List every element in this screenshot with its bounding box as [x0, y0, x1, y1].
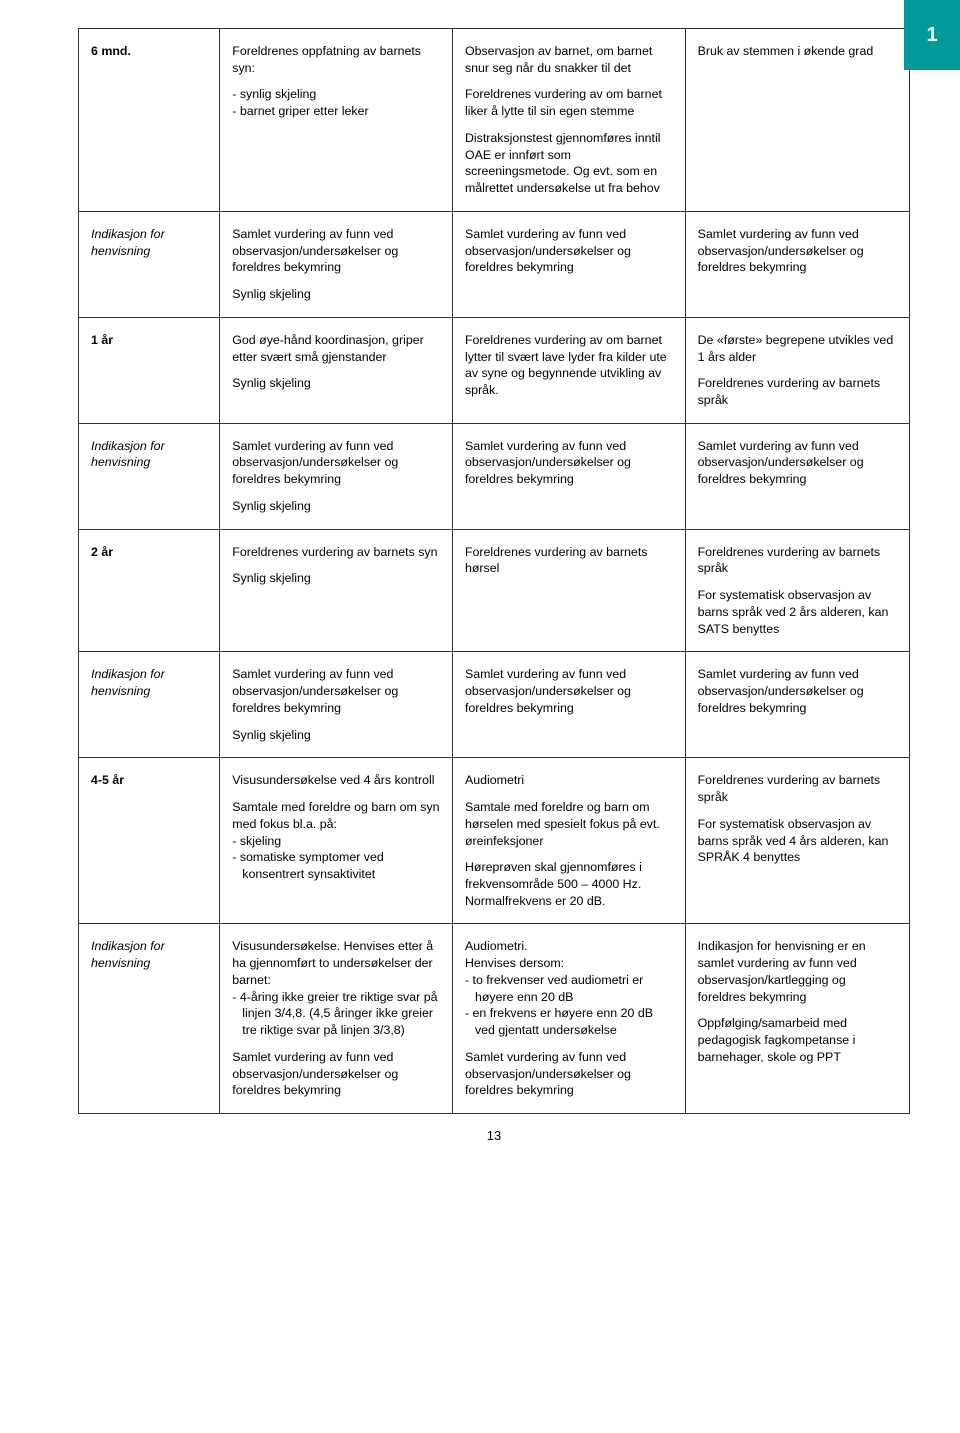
cell: Foreldrenes vurdering av om barnet lytte… [452, 317, 685, 423]
list: to frekvenser ved audiometri er høyere e… [465, 972, 673, 1039]
table-row: Indikasjon for henvisning Visusundersøke… [79, 924, 910, 1114]
cell: Samlet vurdering av funn ved observasjon… [685, 211, 909, 317]
text: Observasjon av barnet, om barnet snur se… [465, 43, 673, 76]
text: Foreldrenes oppfatning av barnets syn: [232, 43, 440, 76]
cell: Visusundersøkelse. Henvises etter å ha g… [220, 924, 453, 1114]
text: Samlet vurdering av funn ved observasjon… [465, 1049, 673, 1099]
table-row: 2 år Foreldrenes vurdering av barnets sy… [79, 529, 910, 652]
indication-label: Indikasjon for henvisning [79, 423, 220, 529]
cell: Samlet vurdering av funn ved observasjon… [685, 652, 909, 758]
text: Foreldrenes vurdering av barnets språk [698, 544, 897, 577]
table-row: Indikasjon for henvisning Samlet vurderi… [79, 423, 910, 529]
cell: Samlet vurdering av funn ved observasjon… [220, 423, 453, 529]
text: Oppfølging/samarbeid med pedagogisk fagk… [698, 1015, 897, 1065]
text: Bruk av stemmen i økende grad [698, 43, 897, 60]
cell: Bruk av stemmen i økende grad [685, 29, 909, 212]
cell: God øye-hånd koordinasjon, griper etter … [220, 317, 453, 423]
cell: Indikasjon for henvisning er en samlet v… [685, 924, 909, 1114]
table-row: Indikasjon for henvisning Samlet vurderi… [79, 652, 910, 758]
cell: Samlet vurdering av funn ved observasjon… [452, 211, 685, 317]
text: Foreldrenes vurdering av barnets språk [698, 375, 897, 408]
age-label-6mnd: 6 mnd. [79, 29, 220, 212]
text: For systematisk observasjon av barns spr… [698, 587, 897, 637]
cell: Samlet vurdering av funn ved observasjon… [452, 652, 685, 758]
indication-label: Indikasjon for henvisning [79, 211, 220, 317]
cell: Foreldrenes oppfatning av barnets syn: s… [220, 29, 453, 212]
cell: Foreldrenes vurdering av barnets språk F… [685, 529, 909, 652]
list-item: somatiske symptomer ved konsentrert syns… [232, 849, 440, 882]
table-row: 1 år God øye-hånd koordinasjon, griper e… [79, 317, 910, 423]
text: Foreldrenes vurdering av om barnet lytte… [465, 332, 673, 399]
table-row: 6 mnd. Foreldrenes oppfatning av barnets… [79, 29, 910, 212]
text: Indikasjon for henvisning er en samlet v… [698, 938, 897, 1005]
cell: Foreldrenes vurdering av barnets syn Syn… [220, 529, 453, 652]
table-row: 4-5 år Visusundersøkelse ved 4 års kontr… [79, 758, 910, 924]
text: Synlig skjeling [232, 570, 440, 587]
text: Samlet vurdering av funn ved observasjon… [232, 438, 440, 488]
page: 1 6 mnd. Foreldrenes oppfatning av barne… [0, 0, 960, 1157]
list-item: barnet griper etter leker [232, 103, 440, 120]
indication-label: Indikasjon for henvisning [79, 924, 220, 1114]
cell: Samlet vurdering av funn ved observasjon… [220, 652, 453, 758]
list-item: en frekvens er høyere enn 20 dB ved gjen… [465, 1005, 673, 1038]
cell: Samlet vurdering av funn ved observasjon… [220, 211, 453, 317]
cell: Audiometri. Henvises dersom: to frekvens… [452, 924, 685, 1114]
list-item: 4-åring ikke greier tre riktige svar på … [232, 989, 440, 1039]
text: Samtale med foreldre og barn om hørselen… [465, 799, 673, 849]
text: Foreldrenes vurdering av barnets syn [232, 544, 440, 561]
text: Samlet vurdering av funn ved observasjon… [698, 438, 897, 488]
indication-label: Indikasjon for henvisning [79, 652, 220, 758]
text: Foreldrenes vurdering av om barnet liker… [465, 86, 673, 119]
text: Samlet vurdering av funn ved observasjon… [465, 438, 673, 488]
text: Synlig skjeling [232, 498, 440, 515]
page-number: 13 [78, 1128, 910, 1143]
cell: Observasjon av barnet, om barnet snur se… [452, 29, 685, 212]
text: De «første» begrepene utvikles ved 1 års… [698, 332, 897, 365]
text: Visusundersøkelse ved 4 års kontroll [232, 772, 440, 789]
age-label-45ar: 4-5 år [79, 758, 220, 924]
text: For systematisk observasjon av barns spr… [698, 816, 897, 866]
age-label-2ar: 2 år [79, 529, 220, 652]
text: Foreldrenes vurdering av barnets språk [698, 772, 897, 805]
text: God øye-hånd koordinasjon, griper etter … [232, 332, 440, 365]
chapter-side-tab: 1 [904, 0, 960, 70]
text: Henvises dersom: [465, 955, 673, 972]
list: skjeling somatiske symptomer ved konsent… [232, 833, 440, 883]
table-row: Indikasjon for henvisning Samlet vurderi… [79, 211, 910, 317]
text: Synlig skjeling [232, 727, 440, 744]
text: Samlet vurdering av funn ved observasjon… [465, 226, 673, 276]
text: Audiometri [465, 772, 673, 789]
text: Foreldrenes vurdering av barnets hørsel [465, 544, 673, 577]
list-item: to frekvenser ved audiometri er høyere e… [465, 972, 673, 1005]
list-item: skjeling [232, 833, 440, 850]
age-label-1ar: 1 år [79, 317, 220, 423]
cell: Foreldrenes vurdering av barnets hørsel [452, 529, 685, 652]
text: Samlet vurdering av funn ved observasjon… [465, 666, 673, 716]
text: Samlet vurdering av funn ved observasjon… [698, 666, 897, 716]
text: Samlet vurdering av funn ved observasjon… [232, 666, 440, 716]
text: Distraksjonstest gjennomføres inntil OAE… [465, 130, 673, 197]
text: Audiometri. [465, 938, 673, 955]
cell: Samlet vurdering av funn ved observasjon… [452, 423, 685, 529]
list: synlig skjeling barnet griper etter leke… [232, 86, 440, 119]
text: Synlig skjeling [232, 375, 440, 392]
list: 4-åring ikke greier tre riktige svar på … [232, 989, 440, 1039]
text: Samtale med foreldre og barn om syn med … [232, 799, 440, 832]
text: Visusundersøkelse. Henvises etter å ha g… [232, 938, 440, 988]
cell: De «første» begrepene utvikles ved 1 års… [685, 317, 909, 423]
guideline-table: 6 mnd. Foreldrenes oppfatning av barnets… [78, 28, 910, 1114]
text: Synlig skjeling [232, 286, 440, 303]
list-item: synlig skjeling [232, 86, 440, 103]
text: Samlet vurdering av funn ved observasjon… [232, 226, 440, 276]
cell: Audiometri Samtale med foreldre og barn … [452, 758, 685, 924]
cell: Foreldrenes vurdering av barnets språk F… [685, 758, 909, 924]
text: Høreprøven skal gjennomføres i frekvenso… [465, 859, 673, 909]
cell: Visusundersøkelse ved 4 års kontroll Sam… [220, 758, 453, 924]
text: Samlet vurdering av funn ved observasjon… [232, 1049, 440, 1099]
cell: Samlet vurdering av funn ved observasjon… [685, 423, 909, 529]
text: Samlet vurdering av funn ved observasjon… [698, 226, 897, 276]
